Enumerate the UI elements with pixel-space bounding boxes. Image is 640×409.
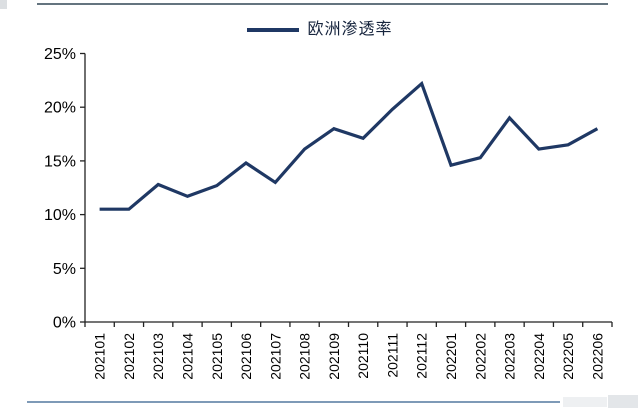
x-axis-tick-label: 202101	[92, 333, 108, 380]
series-line-europe-penetration	[99, 80, 599, 211]
x-axis-tick-label: 202109	[326, 333, 342, 380]
x-axis-tick-label: 202206	[589, 333, 605, 380]
x-axis-tick-label: 202201	[443, 333, 459, 380]
x-axis-tick-label: 202102	[121, 333, 137, 380]
x-axis-tick-label: 202111	[384, 333, 400, 378]
x-axis-tick-label: 202107	[267, 333, 283, 380]
x-axis-tick-label: 202110	[355, 333, 371, 379]
top-divider-rule	[37, 3, 608, 5]
legend-line-swatch	[247, 28, 300, 32]
y-axis-tick-label: 20%	[44, 100, 76, 117]
x-axis-tick-label: 202202	[472, 333, 488, 380]
x-axis-tick-label: 202203	[502, 333, 518, 380]
x-axis-tick-label: 202105	[209, 333, 225, 380]
x-axis-tick-label: 202112	[414, 333, 430, 379]
bottom-divider-rule	[27, 401, 560, 403]
x-axis-tick-label: 202104	[179, 333, 195, 380]
x-axis-tick-label: 202205	[560, 333, 576, 380]
legend-series-label: 欧洲渗透率	[307, 21, 393, 38]
y-axis-tick-label: 15%	[44, 153, 76, 170]
x-axis-tick-label: 202106	[238, 333, 254, 380]
x-axis-tick-label: 202204	[531, 333, 547, 380]
cropped-edge-artifact	[0, 0, 7, 9]
y-axis-tick-label: 0%	[53, 315, 76, 332]
watermark-artifact	[563, 397, 607, 407]
x-axis-tick-label: 202108	[297, 333, 313, 380]
y-axis-tick-label: 25%	[44, 46, 76, 63]
y-axis-tick-label: 10%	[44, 207, 76, 224]
chart-legend: 欧洲渗透率	[0, 22, 640, 38]
x-axis-tick-label: 202103	[150, 333, 166, 380]
watermark-artifact	[608, 395, 638, 408]
y-axis-tick-label: 5%	[53, 261, 76, 278]
